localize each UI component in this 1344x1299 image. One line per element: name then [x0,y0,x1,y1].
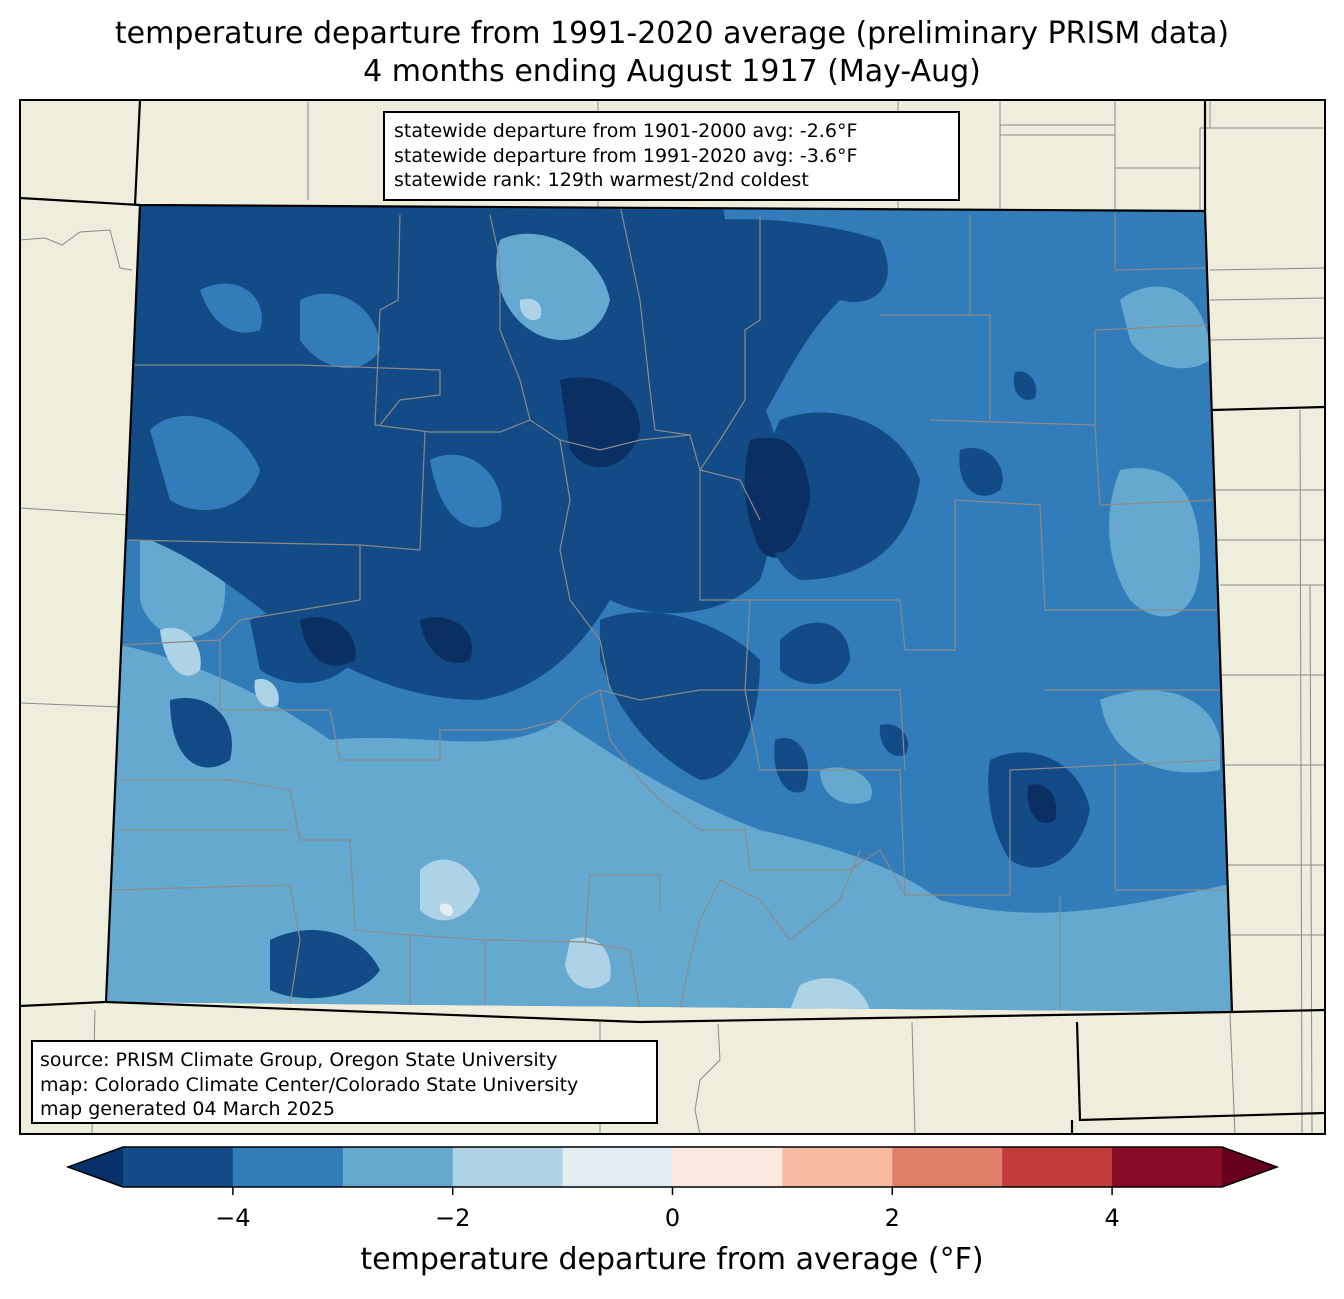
colorbar-tick-label: −4 [215,1204,251,1232]
colorbar-bin-7 [892,1147,1003,1187]
county-boundaries [109,205,1230,1011]
colorbar-bin-8 [1002,1147,1113,1187]
colorbar-bin-1 [232,1147,344,1187]
colorbar-label: temperature departure from average (°F) [360,1242,984,1277]
source-credits-box: source: PRISM Climate Group, Oregon Stat… [31,1040,658,1124]
colorbar-bin-9 [1112,1147,1223,1187]
source-line-map: map: Colorado Climate Center/Colorado St… [40,1073,579,1096]
colorbar [65,1146,1280,1195]
colorbar-tick-label: 4 [1104,1204,1120,1232]
map-title-line2: 4 months ending August 1917 (May-Aug) [363,54,981,89]
colorbar-under-arrow [68,1147,123,1187]
statewide-stats-box: statewide departure from 1901-2000 avg: … [383,111,960,201]
colorbar-outline [65,1146,1280,1188]
stats-line-1901-2000: statewide departure from 1901-2000 avg: … [394,120,858,142]
colorbar-bin-6 [782,1147,893,1187]
colorbar-over-arrow [1222,1147,1277,1187]
colorbar-bin-5 [672,1147,783,1187]
source-line-generated: map generated 04 March 2025 [40,1098,335,1120]
colorbar-tick-label: 0 [664,1204,681,1232]
colorbar-bin-3 [452,1147,564,1187]
colorbar-bin-4 [562,1147,673,1187]
state-boundaries [20,100,1325,1134]
colorbar-tick-label: 2 [884,1204,900,1232]
map-title-line1: temperature departure from 1991-2020 ave… [114,16,1230,51]
colorbar-bin-2 [342,1147,454,1187]
map-frame [19,99,1326,1135]
colorbar-tick-label: −2 [434,1204,471,1232]
colorbar-bin-0 [123,1147,234,1187]
stats-line-1991-2020: statewide departure from 1991-2020 avg: … [394,144,858,167]
stats-line-rank: statewide rank: 129th warmest/2nd coldes… [394,169,809,191]
source-line-prism: source: PRISM Climate Group, Oregon Stat… [40,1049,558,1071]
